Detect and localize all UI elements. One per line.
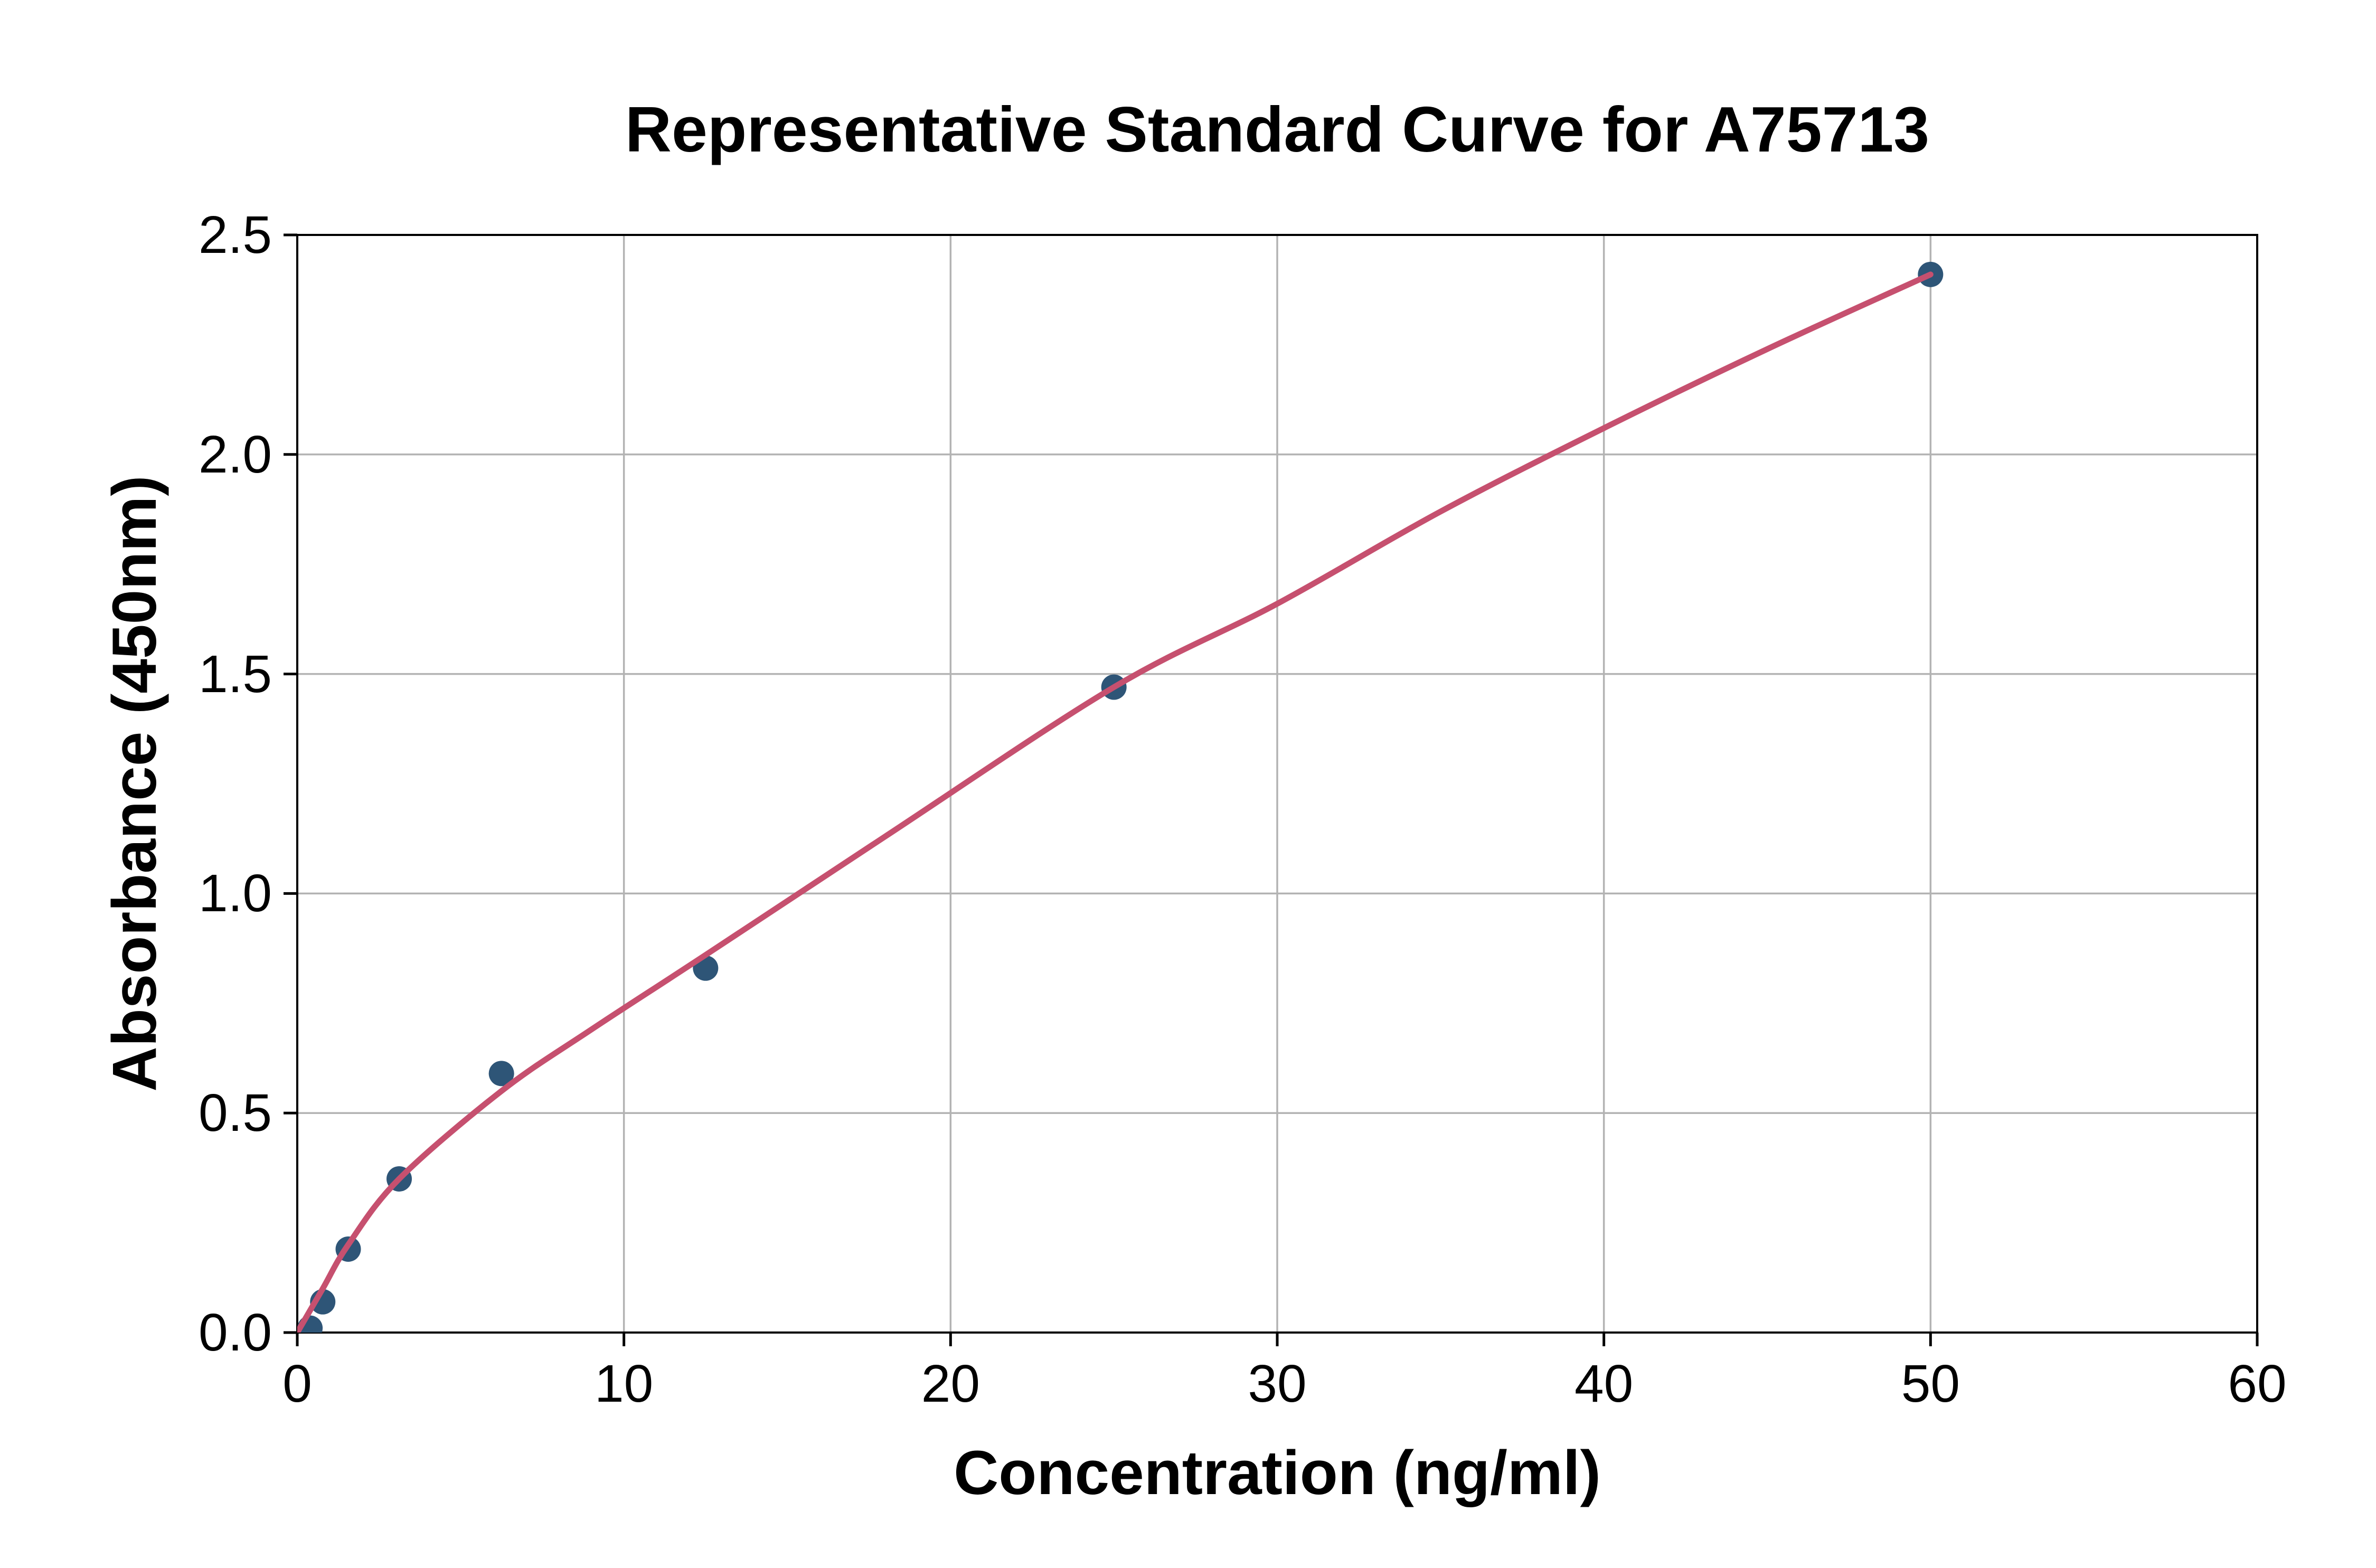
x-tick-label: 40 — [1574, 1354, 1634, 1413]
y-tick-label: 0.5 — [198, 1083, 272, 1143]
y-axis-label: Absorbance (450nm) — [100, 475, 169, 1092]
y-tick-label: 2.5 — [198, 205, 272, 265]
x-tick-label: 20 — [921, 1354, 980, 1413]
x-tick-label: 30 — [1248, 1354, 1307, 1413]
x-axis-label: Concentration (ng/ml) — [954, 1438, 1601, 1508]
x-tick-label: 0 — [282, 1354, 312, 1413]
y-tick-label: 1.5 — [198, 644, 272, 704]
data-points — [297, 261, 1944, 1333]
y-tick-label: 0.0 — [198, 1303, 272, 1362]
x-tick-label: 60 — [2228, 1354, 2287, 1413]
x-tick-label: 10 — [595, 1354, 654, 1413]
y-tick-label: 2.0 — [198, 424, 272, 484]
fitted-curve — [297, 271, 1934, 1333]
data-point — [488, 1061, 514, 1087]
chart-title: Representative Standard Curve for A75713 — [625, 93, 1930, 165]
axis-ticks — [284, 233, 2259, 1346]
x-tick-label: 50 — [1901, 1354, 1960, 1413]
gridlines — [297, 234, 2258, 1333]
y-tick-label: 1.0 — [198, 864, 272, 923]
fit-line — [297, 271, 1934, 1333]
